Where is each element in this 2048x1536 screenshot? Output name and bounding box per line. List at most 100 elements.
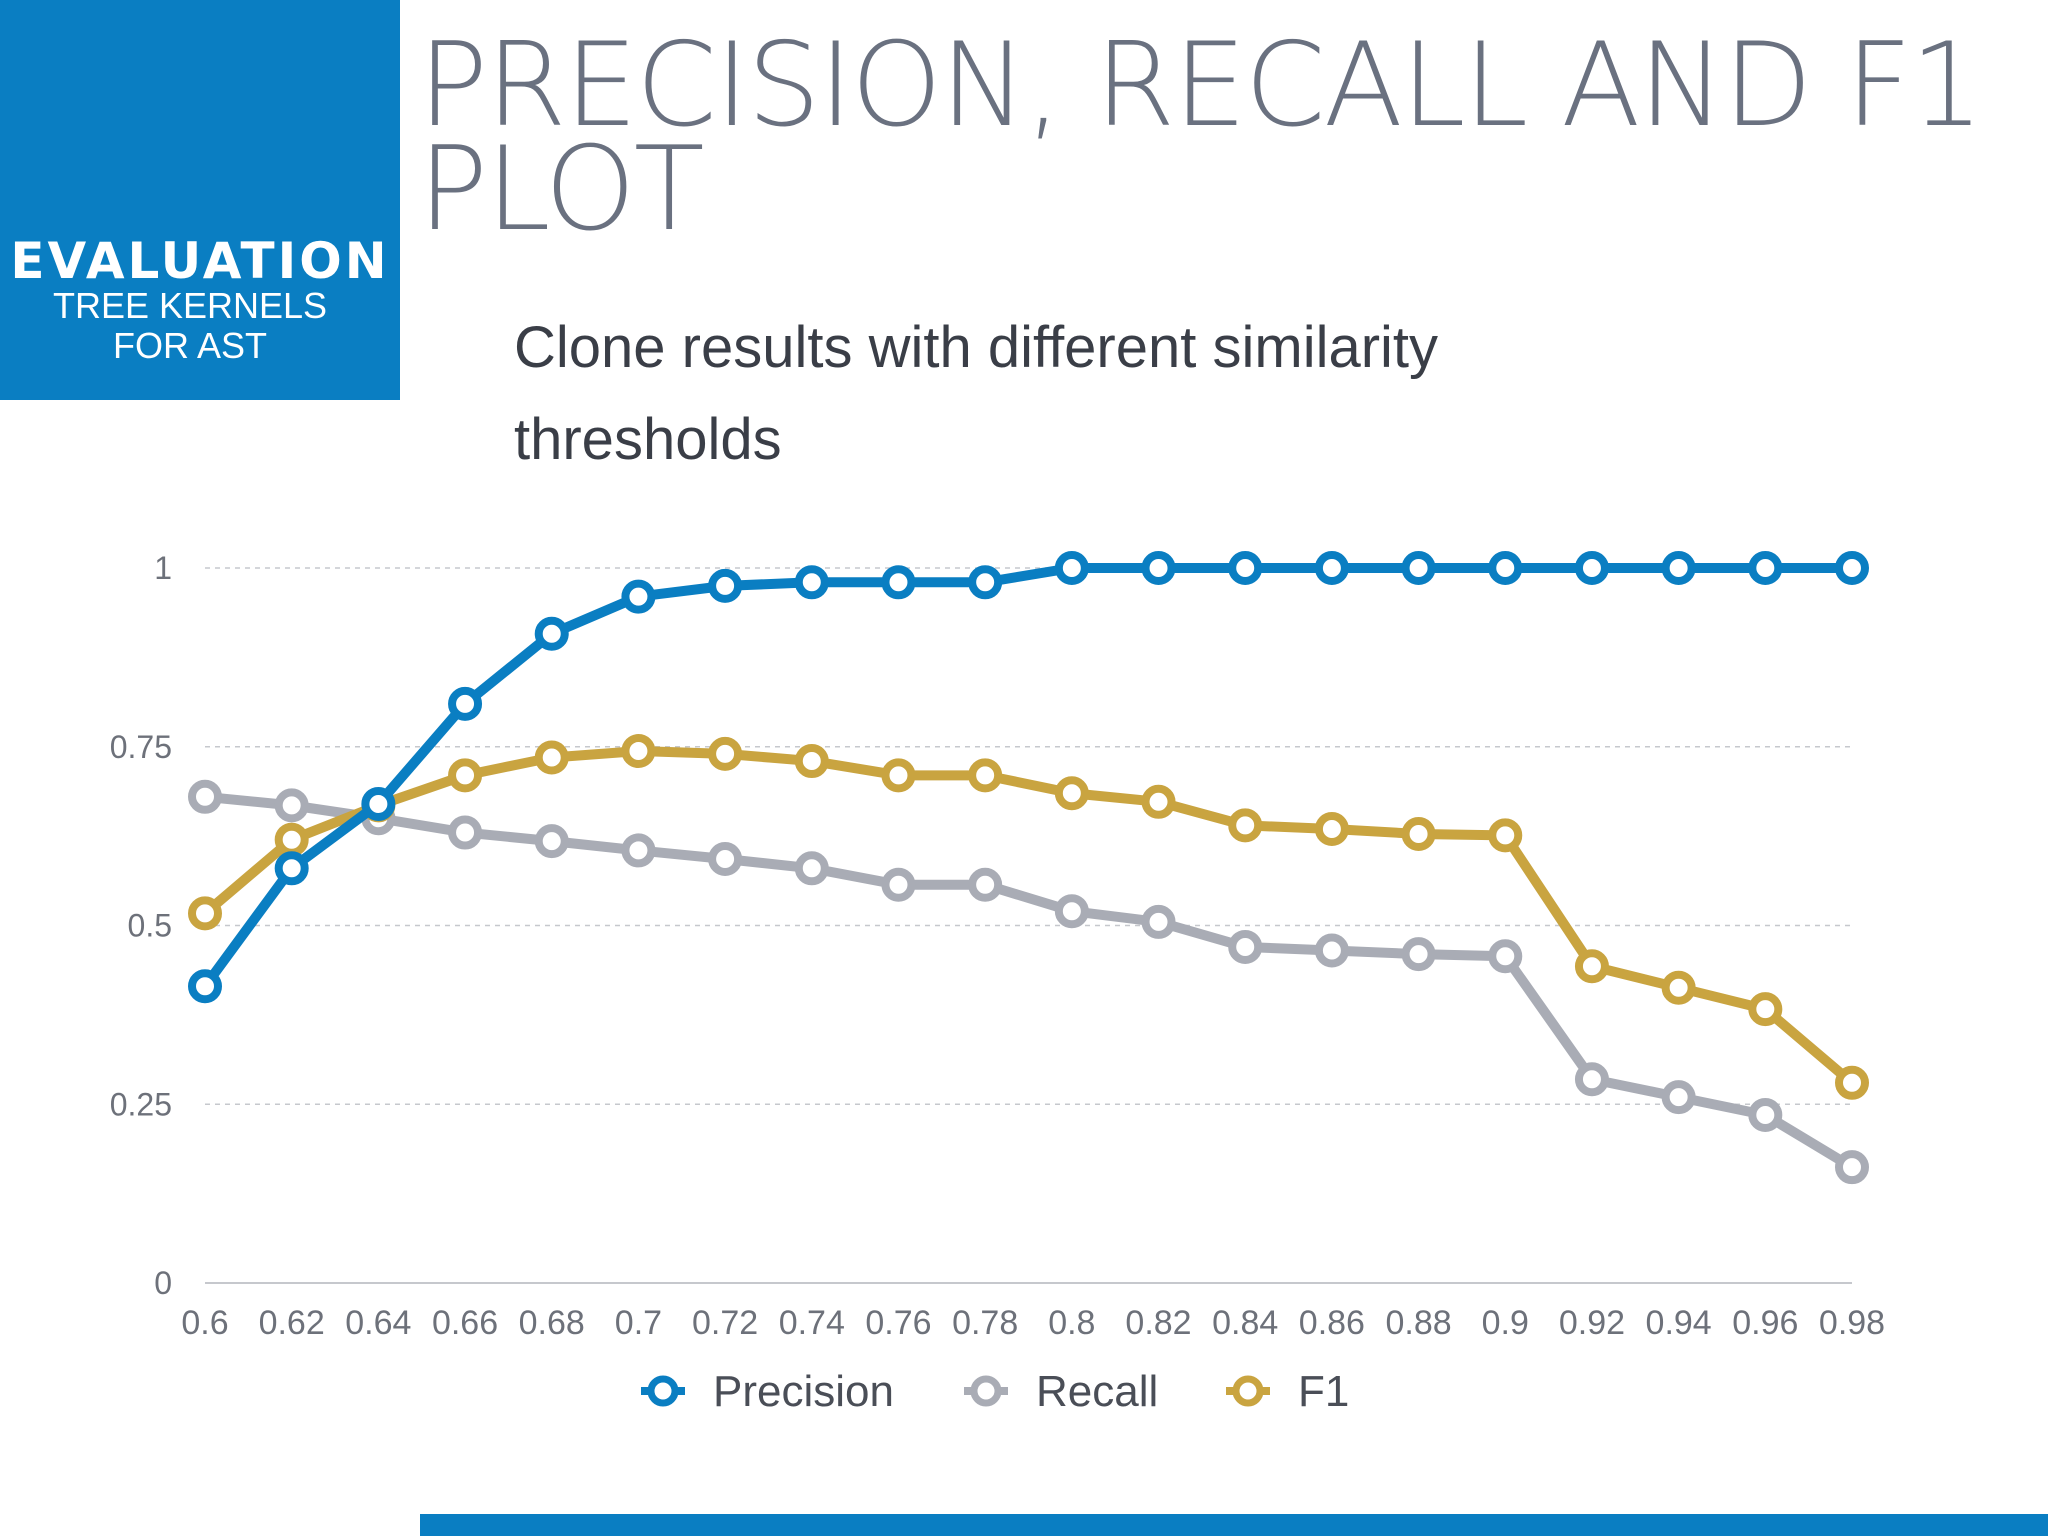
data-point-recall bbox=[1661, 1080, 1696, 1115]
x-tick-label: 0.92 bbox=[1559, 1304, 1625, 1342]
x-tick-label: 0.62 bbox=[259, 1304, 325, 1342]
data-point-f1 bbox=[1228, 808, 1263, 843]
section-subtitle-line2: FOR AST bbox=[112, 325, 268, 366]
data-point-recall bbox=[274, 788, 309, 823]
data-point-recall bbox=[1748, 1097, 1783, 1132]
x-tick-label: 0.84 bbox=[1212, 1304, 1278, 1342]
data-point-recall bbox=[1401, 937, 1436, 972]
slide-subtitle: Clone results with different similarity … bbox=[514, 302, 1514, 486]
data-point-recall bbox=[1314, 933, 1349, 968]
data-point-precision bbox=[188, 969, 222, 1004]
x-tick-label: 0.88 bbox=[1385, 1304, 1451, 1342]
data-point-precision bbox=[794, 565, 829, 600]
data-point-recall bbox=[1488, 939, 1523, 974]
data-point-recall bbox=[1054, 894, 1089, 929]
x-tick-label: 0.78 bbox=[952, 1304, 1018, 1342]
data-point-precision bbox=[1141, 551, 1176, 585]
x-tick-label: 0.94 bbox=[1646, 1304, 1712, 1342]
y-tick-label: 0 bbox=[154, 1265, 172, 1301]
x-tick-label: 0.76 bbox=[865, 1304, 931, 1342]
data-point-recall bbox=[1574, 1062, 1609, 1097]
data-point-f1 bbox=[1314, 811, 1349, 846]
data-point-recall bbox=[968, 867, 1003, 902]
data-point-precision bbox=[1835, 551, 1869, 585]
data-point-f1 bbox=[274, 822, 309, 857]
data-point-precision bbox=[1661, 551, 1696, 585]
x-tick-label: 0.68 bbox=[519, 1304, 585, 1342]
y-tick-label: 0.25 bbox=[110, 1086, 172, 1122]
slide-title-line1: PRECISION, RECALL AND F1 bbox=[418, 18, 1984, 153]
data-point-f1 bbox=[1401, 816, 1436, 851]
data-point-precision bbox=[1574, 551, 1609, 585]
data-point-recall bbox=[1228, 929, 1263, 964]
data-point-f1 bbox=[1488, 818, 1523, 853]
legend-marker-f1 bbox=[1232, 1375, 1264, 1407]
slide-subtitle-line1: Clone results with different similarity bbox=[514, 315, 1439, 380]
data-point-recall bbox=[881, 867, 916, 902]
data-point-precision bbox=[274, 851, 309, 886]
data-point-precision bbox=[361, 786, 396, 821]
data-point-f1 bbox=[621, 734, 656, 769]
legend-marker-precision bbox=[647, 1375, 679, 1407]
data-point-precision bbox=[448, 686, 483, 721]
data-point-f1 bbox=[1054, 776, 1089, 811]
x-tick-label: 0.6 bbox=[181, 1304, 228, 1342]
data-point-precision bbox=[968, 565, 1003, 600]
series-line-recall bbox=[200, 791, 1857, 1173]
section-box: EVALUATION TREE KERNELS FOR AST bbox=[0, 0, 400, 400]
data-point-f1 bbox=[1748, 992, 1783, 1027]
data-point-precision bbox=[1314, 551, 1349, 585]
legend-marker-recall bbox=[970, 1375, 1002, 1407]
data-point-f1 bbox=[1835, 1065, 1869, 1100]
data-point-precision bbox=[1488, 551, 1523, 585]
data-point-f1 bbox=[881, 758, 916, 793]
data-point-f1 bbox=[1661, 970, 1696, 1005]
data-point-f1 bbox=[1574, 949, 1609, 984]
legend-label-recall: Recall bbox=[1036, 1367, 1158, 1416]
data-point-recall bbox=[534, 824, 569, 859]
legend-label-precision: Precision bbox=[713, 1367, 894, 1416]
x-tick-label: 0.96 bbox=[1732, 1304, 1798, 1342]
data-point-precision bbox=[881, 565, 916, 600]
data-point-f1 bbox=[188, 896, 222, 931]
data-point-recall bbox=[794, 851, 829, 886]
data-point-f1 bbox=[968, 758, 1003, 793]
data-point-precision bbox=[621, 579, 656, 614]
data-point-recall bbox=[621, 833, 656, 868]
y-tick-label: 0.5 bbox=[128, 908, 172, 944]
data-point-precision bbox=[1228, 551, 1263, 585]
x-tick-label: 0.86 bbox=[1299, 1304, 1365, 1342]
data-point-recall bbox=[188, 779, 222, 814]
slide-title: PRECISION, RECALL AND F1 PLOT bbox=[418, 18, 1984, 257]
x-tick-label: 0.82 bbox=[1125, 1304, 1191, 1342]
data-point-f1 bbox=[708, 736, 743, 771]
data-point-recall bbox=[708, 842, 743, 877]
x-tick-label: 0.74 bbox=[779, 1304, 845, 1342]
data-point-recall bbox=[1835, 1150, 1869, 1185]
data-point-precision bbox=[1054, 551, 1089, 585]
data-point-precision bbox=[1401, 551, 1436, 585]
series-line-f1 bbox=[200, 746, 1857, 1088]
bottom-accent-bar bbox=[420, 1514, 2048, 1536]
slide-subtitle-line2: thresholds bbox=[514, 407, 782, 472]
data-point-f1 bbox=[794, 744, 829, 779]
data-point-recall bbox=[1141, 904, 1176, 939]
x-tick-label: 0.72 bbox=[692, 1304, 758, 1342]
legend-label-f1: F1 bbox=[1298, 1367, 1349, 1416]
data-point-recall bbox=[448, 815, 483, 850]
y-tick-label: 1 bbox=[154, 550, 172, 586]
x-tick-label: 0.66 bbox=[432, 1304, 498, 1342]
section-subtitle-line1: TREE KERNELS bbox=[52, 285, 328, 326]
data-point-precision bbox=[1748, 551, 1783, 585]
slide-title-line2: PLOT bbox=[418, 122, 705, 257]
data-point-f1 bbox=[534, 740, 569, 775]
data-point-f1 bbox=[1141, 784, 1176, 819]
section-title: EVALUATION bbox=[10, 232, 390, 290]
y-tick-label: 0.75 bbox=[110, 729, 172, 765]
line-chart: 0 0.25 0.5 0.75 1 0.6 0.62 0.64 0.66 0.68 0.7 0.72 0… bbox=[110, 550, 1885, 1416]
x-tick-label: 0.64 bbox=[345, 1304, 411, 1342]
data-point-precision bbox=[708, 568, 743, 603]
x-tick-label: 0.9 bbox=[1482, 1304, 1529, 1342]
x-tick-label: 0.98 bbox=[1819, 1304, 1885, 1342]
